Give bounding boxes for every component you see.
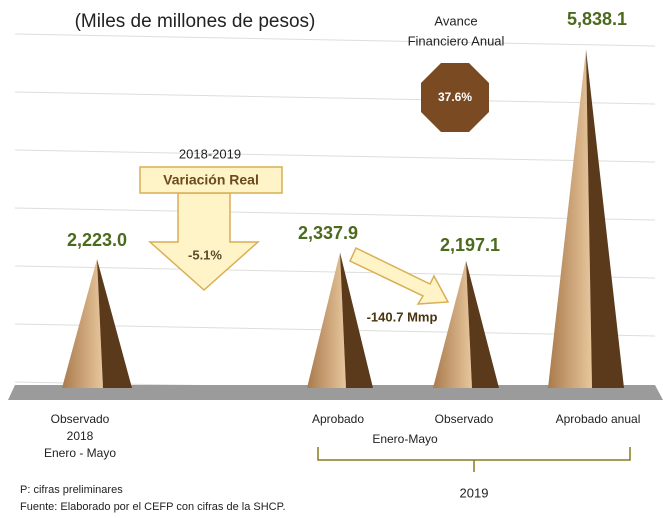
variation-arrow	[148, 192, 260, 292]
group-bracket	[317, 447, 631, 472]
pyramid-face-light	[548, 49, 592, 389]
avance-title-2: Financiero Anual	[408, 33, 505, 48]
pyramid-face-light	[433, 260, 472, 388]
floor	[8, 385, 663, 400]
x-tick-label-line: 2018	[67, 429, 94, 443]
pyramid-face-light	[62, 259, 103, 388]
x-tick-label-line: Enero - Mayo	[44, 446, 116, 460]
x-tick-label: Observado	[51, 412, 110, 426]
avance-badge	[421, 63, 489, 132]
grid-line	[14, 265, 656, 279]
value-label: 5,838.1	[567, 9, 627, 29]
pyramid-face-dark	[340, 252, 373, 388]
x-tick-label: Aprobado	[312, 412, 364, 426]
note: P: cifras preliminares	[20, 484, 123, 496]
variation-period: 2018-2019	[179, 146, 241, 161]
value-label: 2,223.0	[67, 230, 127, 250]
grid-line	[14, 207, 656, 221]
avance-title-1: Avance	[434, 13, 477, 28]
variation-value: -5.1%	[188, 247, 222, 262]
note: Fuente: Elaborado por el CEFP con cifras…	[20, 501, 286, 513]
subtitle: (Miles de millones de pesos)	[75, 11, 316, 32]
variation-title: Variación Real	[163, 172, 259, 188]
difference-arrow	[349, 246, 450, 305]
group-year: 2019	[460, 485, 489, 500]
pyramid-face-dark	[97, 259, 132, 388]
pyramid-face-dark	[586, 49, 624, 389]
variation-box	[139, 166, 283, 194]
value-label: 2,197.1	[440, 235, 500, 255]
group-label: Enero-Mayo	[372, 432, 438, 446]
x-tick-label: Aprobado anual	[556, 412, 641, 426]
x-tick-label: Observado	[435, 412, 494, 426]
grid-line	[14, 91, 656, 105]
pyramid-face-light	[307, 252, 346, 388]
grid-line	[14, 149, 656, 163]
difference-label: -140.7 Mmp	[367, 309, 438, 324]
value-label: 2,337.9	[298, 223, 358, 243]
avance-value: 37.6%	[438, 90, 472, 104]
pyramid-face-dark	[466, 260, 499, 388]
grid-line	[14, 33, 656, 47]
